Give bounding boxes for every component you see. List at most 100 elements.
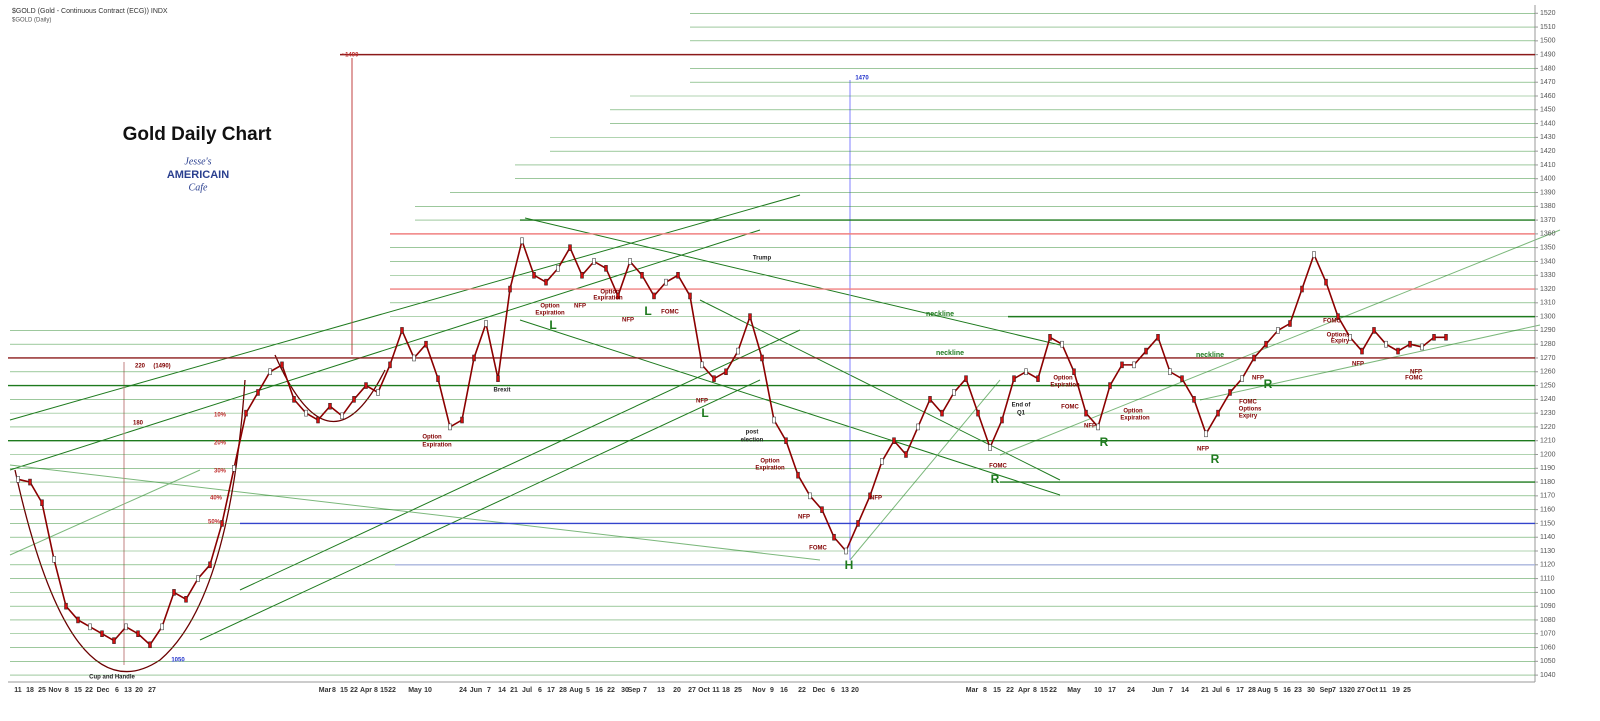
trend-line <box>239 329 801 591</box>
x-tick-label: Nov <box>752 687 765 694</box>
price-bar <box>208 561 212 569</box>
price-bar <box>1156 334 1160 341</box>
header-symbol: $GOLD (Gold - Continuous Contract (ECG))… <box>12 8 168 15</box>
price-bar <box>256 389 260 396</box>
price-bar <box>1228 389 1232 396</box>
price-bar <box>808 492 812 500</box>
y-tick-label: 1270 <box>1540 355 1556 362</box>
y-tick-label: 1450 <box>1540 107 1556 114</box>
trend-line <box>9 229 761 471</box>
x-tick-label: 22 <box>1049 687 1057 694</box>
x-tick-label: 15 <box>340 687 348 694</box>
x-tick-label: Jul <box>522 687 532 694</box>
price-bar <box>1072 368 1076 376</box>
price-bar <box>244 409 248 417</box>
annotation: 50% <box>208 520 221 526</box>
annotation: Option <box>760 459 780 465</box>
annotation: 1050 <box>171 658 185 664</box>
annotation: Options <box>1327 333 1350 339</box>
logo: Jesse's AMERICAIN Cafe <box>167 156 229 193</box>
x-tick-label: 5 <box>586 687 590 694</box>
price-bar <box>232 465 236 472</box>
price-bar <box>604 265 608 272</box>
price-bar <box>1360 347 1364 355</box>
annotation: End of <box>1012 403 1032 409</box>
price-bar <box>1264 340 1268 348</box>
price-bar <box>976 409 980 417</box>
x-tick-label: 7 <box>1169 687 1173 694</box>
x-tick-label: 22 <box>388 687 396 694</box>
annotation: FOMC <box>661 310 679 316</box>
trend-line <box>199 379 761 641</box>
x-tick-label: Apr <box>360 687 372 694</box>
y-tick-label: 1050 <box>1540 658 1556 665</box>
y-tick-label: 1070 <box>1540 631 1556 638</box>
y-tick-label: 1520 <box>1540 10 1556 17</box>
y-tick-label: 1230 <box>1540 410 1556 417</box>
y-tick-label: 1380 <box>1540 203 1556 210</box>
price-bar <box>160 623 164 631</box>
price-bar <box>1216 409 1220 417</box>
y-tick-label: 1400 <box>1540 176 1556 183</box>
x-tick-label: 22 <box>1006 687 1014 694</box>
price-bar <box>1132 361 1136 369</box>
y-tick-label: 1280 <box>1540 341 1556 348</box>
price-bar <box>364 382 368 389</box>
price-bar <box>1204 430 1208 438</box>
price-bar <box>796 471 800 479</box>
annotation: Expiration <box>593 296 623 302</box>
annotation: Option <box>1123 409 1143 415</box>
annotation: neckline <box>926 311 954 318</box>
price-line <box>17 237 1446 646</box>
price-bar <box>1252 354 1256 362</box>
price-bar <box>1348 334 1352 341</box>
price-bar <box>640 271 644 279</box>
x-tick-label: 20 <box>1347 687 1355 694</box>
price-bar <box>724 368 728 376</box>
x-tick-label: May <box>408 687 422 694</box>
price-bar <box>892 437 896 444</box>
x-tick-label: 30 <box>621 687 629 694</box>
annotation: NFP <box>1410 370 1422 376</box>
annotation: Expiry <box>1331 339 1350 345</box>
trend-line <box>1199 324 1541 401</box>
y-tick-label: 1470 <box>1540 79 1556 86</box>
x-tick-label: 13 <box>657 687 665 694</box>
price-bar <box>400 327 404 334</box>
annotation: neckline <box>936 350 964 357</box>
price-bar <box>784 437 788 444</box>
annotation: NFP <box>1352 362 1364 368</box>
annotation: Expiration <box>422 443 452 449</box>
annotation: 20% <box>214 441 227 447</box>
x-tick-label: 20 <box>851 687 859 694</box>
price-bar <box>616 292 620 300</box>
logo-line: Jesse's <box>184 156 211 167</box>
trend-line <box>524 217 1061 346</box>
price-bar <box>1372 327 1376 334</box>
price-bar <box>916 423 920 431</box>
annotation: Option <box>422 435 442 441</box>
price-bar <box>1288 320 1292 327</box>
price-bar <box>220 520 224 527</box>
price-bar <box>676 271 680 279</box>
x-tick-label: 8 <box>65 687 69 694</box>
x-tick-label: 28 <box>559 687 567 694</box>
y-tick-label: 1200 <box>1540 451 1556 458</box>
x-tick-label: 21 <box>1201 687 1209 694</box>
y-tick-label: 1460 <box>1540 93 1556 100</box>
price-bar <box>112 637 116 644</box>
x-tick-label: 13 <box>124 687 132 694</box>
y-tick-label: 1080 <box>1540 617 1556 624</box>
price-bar <box>328 402 332 410</box>
price-bar <box>1180 375 1184 382</box>
annotation: Expiration <box>535 311 565 317</box>
x-tick-label: 15 <box>993 687 1001 694</box>
y-tick-label: 1300 <box>1540 313 1556 320</box>
x-tick-label: 13 <box>841 687 849 694</box>
price-bar <box>28 478 32 486</box>
annotation: R <box>991 472 1000 486</box>
y-tick-label: 1240 <box>1540 396 1556 403</box>
annotation: NFP <box>870 496 882 502</box>
price-bar <box>652 292 656 300</box>
annotation: NFP <box>696 399 708 405</box>
